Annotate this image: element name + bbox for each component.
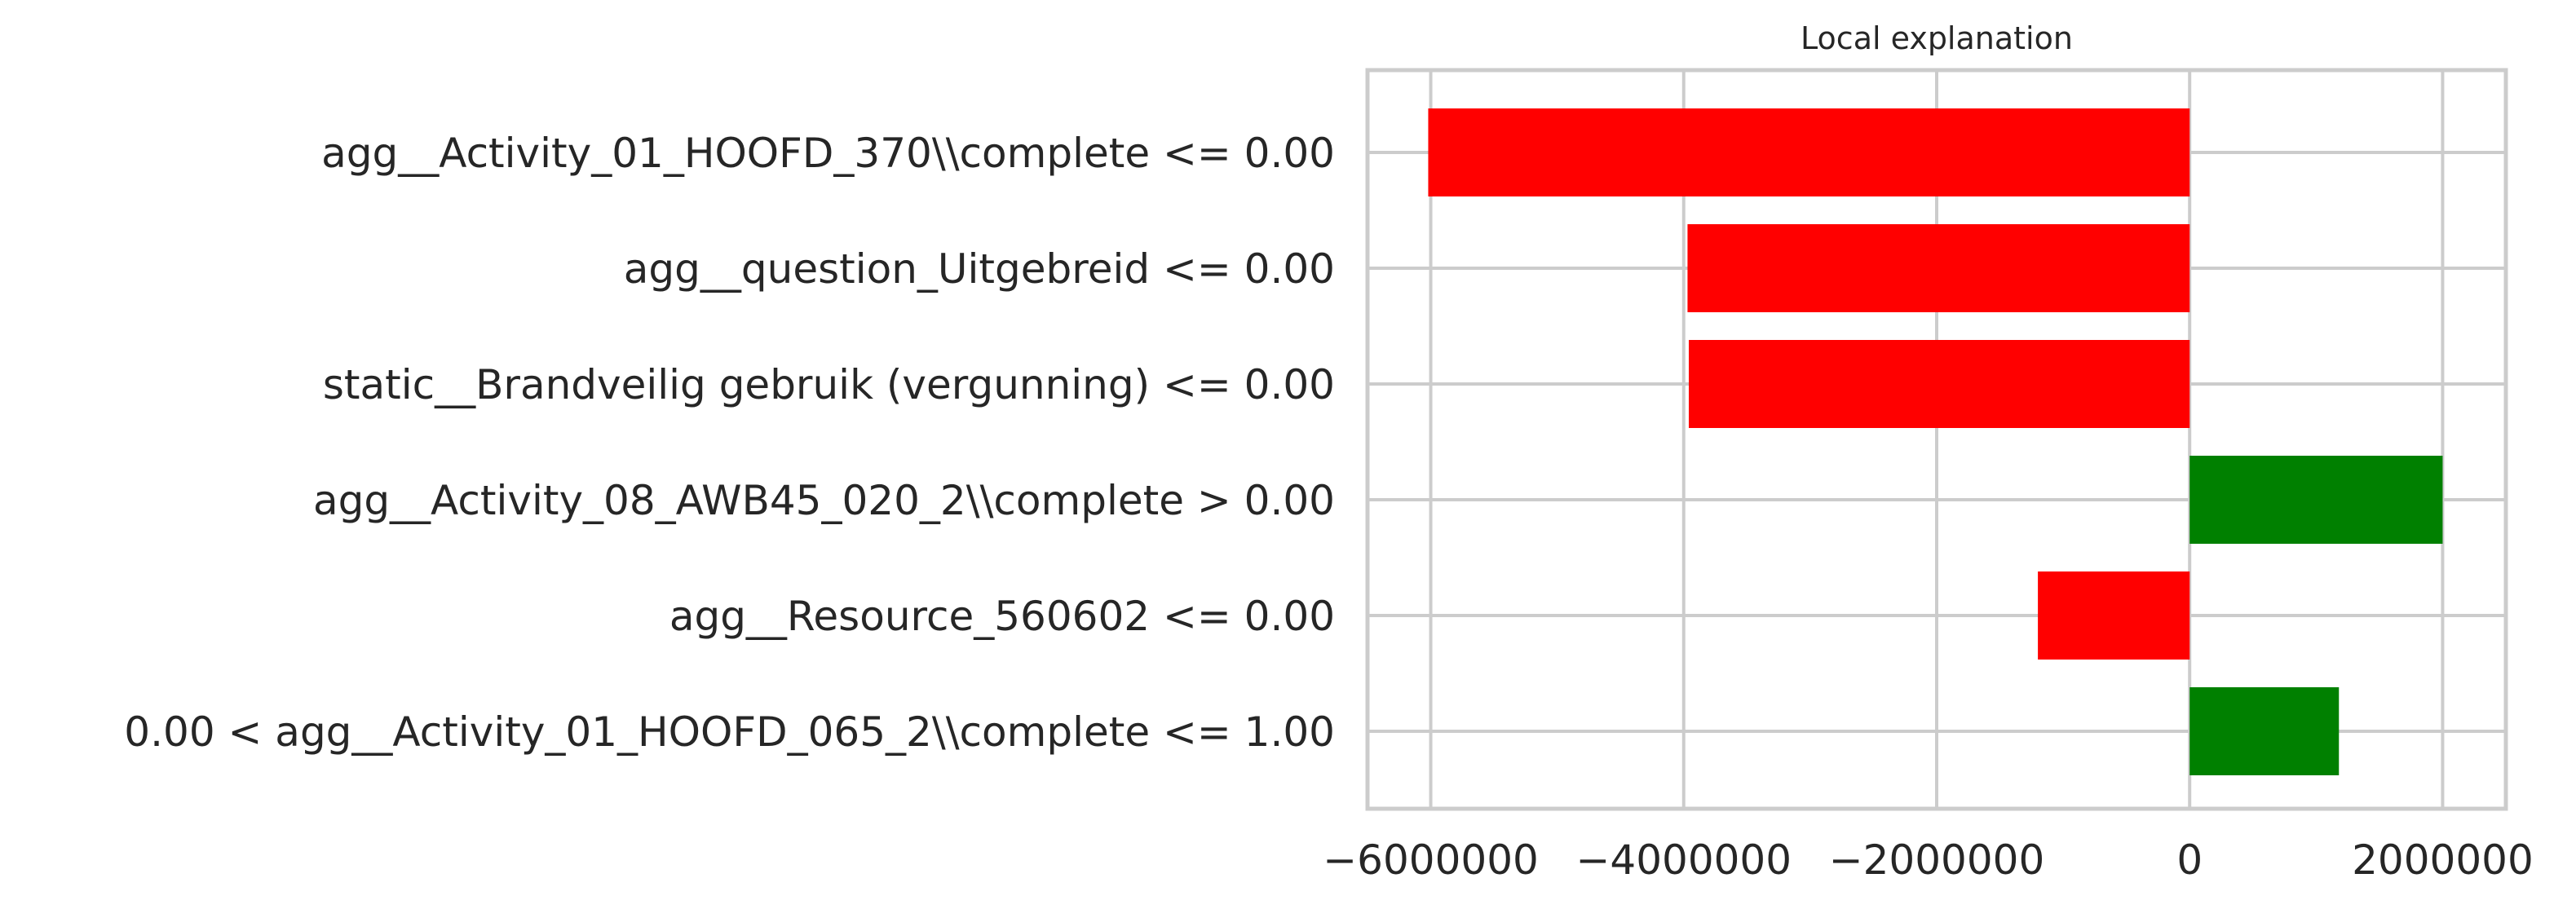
chart-title: Local explanation bbox=[1801, 20, 2073, 56]
x-tick-label: 0 bbox=[2176, 836, 2203, 884]
x-tick-label: −4000000 bbox=[1575, 836, 1792, 884]
category-label: agg__Activity_08_AWB45_020_2\\complete >… bbox=[313, 477, 1335, 524]
category-label: agg__Resource_560602 <= 0.00 bbox=[669, 593, 1335, 640]
x-tick-label: 2000000 bbox=[2352, 836, 2534, 884]
bars bbox=[1428, 108, 2443, 775]
category-label: 0.00 < agg__Activity_01_HOOFD_065_2\\com… bbox=[124, 708, 1335, 756]
bar-1 bbox=[1428, 108, 2190, 196]
bar-4 bbox=[2189, 456, 2443, 544]
bar-5 bbox=[2038, 571, 2190, 660]
category-label: agg__Activity_01_HOOFD_370\\complete <= … bbox=[321, 130, 1335, 177]
x-tick-label: −2000000 bbox=[1829, 836, 2045, 884]
bar-6 bbox=[2189, 687, 2340, 775]
plot-frame bbox=[1365, 68, 2508, 811]
bar-3 bbox=[1688, 340, 2190, 428]
category-label: static__Brandveilig gebruik (vergunning)… bbox=[323, 361, 1335, 408]
x-tick-label: −6000000 bbox=[1323, 836, 1539, 884]
category-label: agg__question_Uitgebreid <= 0.00 bbox=[624, 245, 1335, 293]
bar-2 bbox=[1687, 224, 2190, 312]
y-axis-labels: agg__Activity_01_HOOFD_370\\complete <= … bbox=[124, 130, 1335, 756]
x-axis-tick-labels: −6000000 −4000000 −2000000 0 2000000 bbox=[1323, 836, 2534, 884]
